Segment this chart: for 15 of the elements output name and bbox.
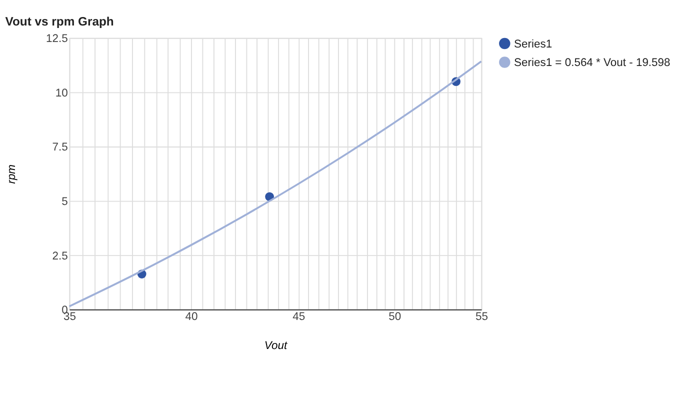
y-tick-label: 10 bbox=[55, 87, 68, 100]
y-tick-label: 12.5 bbox=[46, 33, 68, 46]
x-tick-label: 45 bbox=[292, 311, 306, 324]
legend-label: Series1 = 0.564 * Vout - 19.598 bbox=[514, 56, 670, 69]
x-tick-label: 35 bbox=[64, 311, 76, 324]
x-axis-title: Vout bbox=[264, 340, 288, 352]
y-tick-label: 7.5 bbox=[52, 142, 68, 154]
legend-label: Series1 bbox=[514, 38, 552, 50]
x-tick-label: 55 bbox=[475, 311, 488, 324]
y-axis-title: rpm bbox=[6, 164, 18, 184]
chart-title: Vout vs rpm Graph bbox=[5, 14, 114, 29]
y-tick-label: 5 bbox=[62, 196, 68, 208]
x-tick-label: 50 bbox=[388, 311, 402, 324]
x-tick-label: 40 bbox=[185, 311, 198, 324]
y-tick-label: 2.5 bbox=[52, 250, 68, 262]
